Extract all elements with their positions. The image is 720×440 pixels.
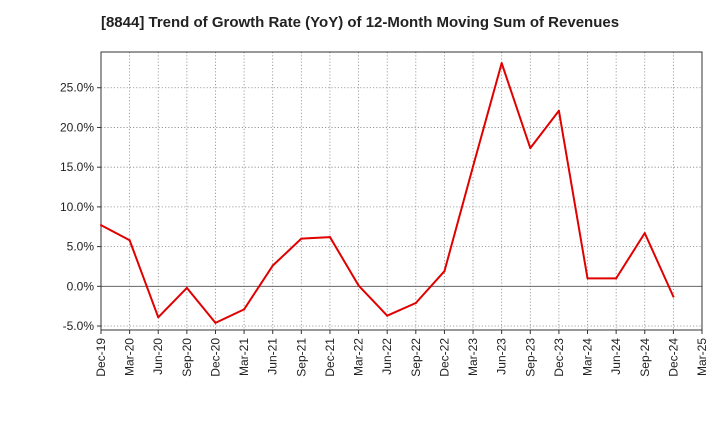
y-tick-label: 25.0%	[60, 81, 94, 95]
x-tick-label: Dec-23	[552, 338, 566, 377]
data-point	[643, 232, 646, 235]
x-tick-label: Mar-24	[581, 338, 595, 376]
data-point	[100, 224, 102, 227]
x-tick-label: Mar-21	[237, 338, 251, 376]
x-tick-label: Sep-20	[180, 338, 194, 377]
data-point	[386, 314, 389, 317]
x-tick-label: Jun-20	[151, 338, 165, 375]
data-point	[157, 316, 160, 319]
x-tick-label: Jun-22	[380, 338, 394, 375]
data-point	[500, 62, 503, 65]
series-layer	[100, 62, 675, 324]
x-tick-label: Mar-23	[466, 338, 480, 376]
axis-layer	[97, 51, 703, 334]
data-point	[414, 301, 417, 304]
x-tick-label: Jun-23	[495, 338, 509, 375]
x-tick-label: Jun-21	[266, 338, 280, 375]
data-point	[271, 264, 274, 267]
data-point	[443, 270, 446, 273]
x-tick-label: Sep-21	[294, 338, 308, 377]
data-point	[529, 147, 532, 150]
x-tick-label: Dec-22	[437, 338, 451, 377]
data-point	[128, 239, 131, 242]
data-point	[243, 308, 246, 311]
data-point	[472, 165, 475, 168]
data-point	[615, 277, 618, 280]
data-point	[357, 284, 360, 287]
x-tick-label: Mar-22	[352, 338, 366, 376]
x-tick-label: Dec-19	[94, 338, 108, 377]
y-tick-label: -5.0%	[63, 319, 95, 333]
data-point	[557, 109, 560, 112]
data-point	[214, 321, 217, 324]
data-point	[300, 237, 303, 240]
data-point	[328, 236, 331, 239]
y-tick-label: 5.0%	[67, 240, 95, 254]
x-tick-label: Sep-24	[638, 338, 652, 377]
data-point	[672, 295, 675, 298]
x-tick-label: Mar-20	[123, 338, 137, 376]
y-tick-label: 15.0%	[60, 160, 94, 174]
x-tick-label: Mar-25	[695, 338, 709, 376]
x-tick-label: Dec-21	[323, 338, 337, 377]
y-tick-label: 10.0%	[60, 200, 94, 214]
x-tick-label: Sep-22	[409, 338, 423, 377]
x-tick-label: Sep-23	[523, 338, 537, 377]
x-tick-label: Dec-20	[208, 338, 222, 377]
grid-layer	[101, 52, 702, 330]
data-point	[185, 286, 188, 289]
y-tick-label: 0.0%	[67, 279, 95, 293]
x-tick-label: Dec-24	[666, 338, 680, 377]
plot-frame	[100, 51, 703, 331]
label-layer: -5.0% 0.0% 5.0% 10.0% 15.0% 20.0% 25.0% Dec-19 M…	[60, 81, 709, 377]
x-tick-label: Jun-24	[609, 338, 623, 375]
chart-title: [8844] Trend of Growth Rate (YoY) of 12-…	[100, 14, 620, 31]
data-point	[586, 277, 589, 280]
y-tick-label: 20.0%	[60, 120, 94, 134]
plot-area	[101, 52, 702, 330]
